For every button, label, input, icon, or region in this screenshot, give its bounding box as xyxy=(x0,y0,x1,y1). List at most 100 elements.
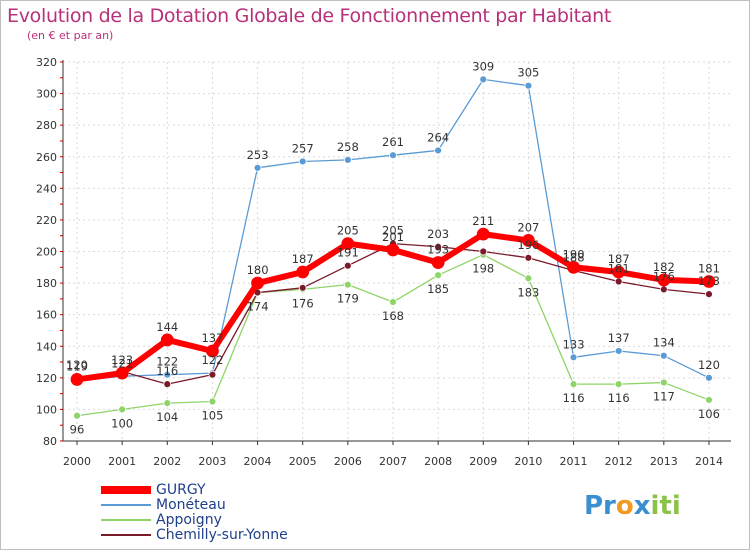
data-point-gurgy xyxy=(386,243,400,257)
data-label-appoigny: 116 xyxy=(608,391,630,405)
data-point-gurgy xyxy=(522,234,535,247)
y-tick-label: 140 xyxy=(36,340,57,353)
data-label-gurgy: 144 xyxy=(156,320,178,334)
data-point-chemilly-sur-yonne xyxy=(479,247,488,256)
data-label-chemilly-sur-yonne: 203 xyxy=(427,227,449,241)
data-point-chemilly-sur-yonne xyxy=(298,283,307,292)
data-point-appoigny xyxy=(163,399,172,408)
data-label-gurgy: 181 xyxy=(698,262,720,276)
data-label-mon-teau: 122 xyxy=(156,355,178,369)
logo-part: Pr xyxy=(584,491,616,521)
x-tick-label: 2009 xyxy=(469,455,497,468)
data-label-gurgy: 180 xyxy=(247,263,269,277)
y-tick-label: 200 xyxy=(36,246,57,259)
data-point-appoigny xyxy=(208,397,217,406)
data-label-mon-teau: 121 xyxy=(111,356,133,370)
x-tick-label: 2001 xyxy=(108,455,136,468)
data-point-appoigny xyxy=(569,380,578,389)
data-label-appoigny: 183 xyxy=(517,285,539,299)
data-point-mon-teau xyxy=(389,151,397,160)
data-point-mon-teau xyxy=(434,146,443,155)
data-label-mon-teau: 258 xyxy=(337,140,359,154)
data-label-gurgy: 123 xyxy=(111,353,133,367)
data-label-mon-teau: 264 xyxy=(427,130,449,144)
legend-label: Monéteau xyxy=(156,497,226,513)
data-point-gurgy xyxy=(341,237,355,251)
data-label-appoigny: 106 xyxy=(698,407,720,421)
data-label-gurgy: 187 xyxy=(608,252,630,266)
data-point-mon-teau xyxy=(614,347,623,355)
x-tick-label: 2005 xyxy=(289,455,317,468)
data-point-gurgy xyxy=(251,276,264,290)
x-tick-label: 2014 xyxy=(695,455,723,468)
data-point-appoigny xyxy=(659,378,668,387)
data-point-appoigny xyxy=(614,380,623,389)
data-label-gurgy: 201 xyxy=(382,230,404,244)
y-tick-label: 180 xyxy=(36,277,57,290)
data-point-appoigny xyxy=(389,298,397,306)
data-label-mon-teau: 122 xyxy=(201,353,223,367)
x-tick-label: 2002 xyxy=(153,455,181,468)
data-label-chemilly-sur-yonne: 120 xyxy=(66,358,88,372)
data-label-chemilly-sur-yonne: 116 xyxy=(156,364,178,378)
data-label-appoigny: 117 xyxy=(653,390,675,404)
data-point-chemilly-sur-yonne xyxy=(659,285,668,294)
data-point-gurgy xyxy=(702,275,716,288)
legend-label: Chemilly-sur-Yonne xyxy=(156,527,288,543)
data-point-gurgy xyxy=(431,256,445,269)
legend-label: Appoigny xyxy=(156,512,222,528)
x-tick-label: 2013 xyxy=(650,455,678,468)
y-tick-label: 240 xyxy=(36,182,57,195)
data-label-gurgy: 207 xyxy=(517,220,539,234)
data-label-gurgy: 190 xyxy=(563,247,585,261)
data-point-mon-teau xyxy=(253,163,262,172)
data-point-appoigny xyxy=(524,274,533,283)
x-tick-label: 2000 xyxy=(63,455,91,468)
x-tick-label: 2008 xyxy=(424,455,452,468)
y-tick-label: 220 xyxy=(36,214,57,227)
legend-swatch xyxy=(101,486,151,494)
data-label-gurgy: 187 xyxy=(292,252,314,266)
data-label-appoigny: 100 xyxy=(111,416,133,430)
data-point-appoigny xyxy=(343,280,352,289)
data-label-mon-teau: 137 xyxy=(608,331,630,345)
data-label-appoigny: 198 xyxy=(472,262,494,276)
data-label-gurgy: 211 xyxy=(472,214,494,228)
data-point-gurgy xyxy=(115,366,129,380)
data-label-appoigny: 185 xyxy=(427,282,449,296)
data-label-mon-teau: 305 xyxy=(517,66,539,80)
proxiti-logo: Proxiti xyxy=(584,491,681,521)
data-point-gurgy xyxy=(476,227,490,241)
logo-part: iti xyxy=(650,491,681,521)
data-point-gurgy xyxy=(567,260,580,274)
data-label-appoigny: 96 xyxy=(70,423,85,437)
y-tick-label: 280 xyxy=(36,119,57,132)
data-label-appoigny: 174 xyxy=(247,300,269,314)
legend-label: GURGY xyxy=(156,482,206,498)
data-label-mon-teau: 134 xyxy=(653,336,675,350)
data-label-chemilly-sur-yonne: 205 xyxy=(382,224,404,238)
data-point-appoigny xyxy=(705,396,713,404)
data-point-appoigny xyxy=(118,405,127,414)
legend-swatch xyxy=(101,534,151,536)
data-label-appoigny: 179 xyxy=(337,292,359,306)
x-tick-label: 2004 xyxy=(244,455,272,468)
data-label-mon-teau: 133 xyxy=(563,337,585,351)
chart-subtitle: (en € et par an) xyxy=(27,29,114,42)
data-label-appoigny: 116 xyxy=(563,391,585,405)
data-point-mon-teau xyxy=(298,157,307,166)
data-point-chemilly-sur-yonne xyxy=(208,370,217,379)
data-point-appoigny xyxy=(434,271,443,280)
y-tick-label: 160 xyxy=(36,309,57,322)
x-tick-label: 2012 xyxy=(605,455,633,468)
data-point-mon-teau xyxy=(705,373,713,382)
data-point-mon-teau xyxy=(163,370,172,379)
y-tick-label: 80 xyxy=(43,435,57,448)
data-label-gurgy: 182 xyxy=(653,260,675,274)
y-tick-label: 120 xyxy=(36,372,57,385)
data-label-appoigny: 168 xyxy=(382,309,404,323)
data-label-gurgy: 137 xyxy=(201,331,223,345)
legend-swatch xyxy=(101,504,151,506)
